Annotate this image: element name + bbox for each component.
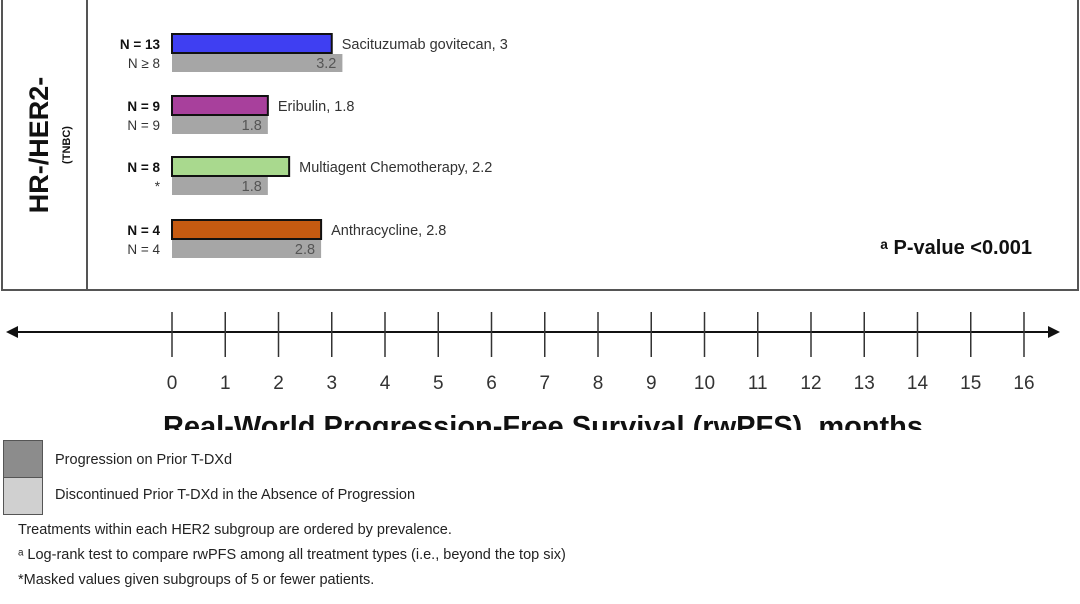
footnote-ordering: Treatments within each HER2 subgroup are… [18, 522, 452, 538]
bar-label-discontinued: 1.8 [242, 179, 262, 195]
legend-label-discontinued: Discontinued Prior T-DXd in the Absence … [55, 487, 416, 503]
x-tick-label: 15 [960, 373, 981, 394]
panel-label: HR-/HER2- [24, 77, 54, 214]
n-label-discontinued: N ≥ 8 [128, 56, 160, 71]
x-tick-label: 8 [593, 373, 604, 394]
n-label-progression: N = 9 [127, 99, 160, 114]
p-value-annotation: ᵃ P-value <0.001 [880, 237, 1032, 259]
x-tick-label: 11 [748, 373, 768, 394]
x-tick-label: 1 [220, 373, 231, 394]
x-tick-label: 3 [326, 373, 337, 394]
n-label-discontinued: * [155, 179, 161, 194]
bar-discontinued [172, 240, 322, 258]
x-tick-label: 5 [433, 373, 444, 394]
n-label-discontinued: N = 9 [127, 118, 160, 133]
legend-label-progression: Progression on Prior T-DXd [55, 452, 233, 468]
panel-sublabel: (TNBC) [61, 126, 73, 164]
legend-swatch-discontinued [3, 477, 43, 515]
x-tick-label: 13 [854, 373, 875, 394]
n-label-progression: N = 13 [120, 37, 161, 52]
n-label-progression: N = 4 [127, 223, 160, 238]
x-tick-label: 9 [646, 373, 657, 394]
x-axis-left-arrow [6, 326, 18, 338]
x-tick-label: 4 [380, 373, 391, 394]
bar-progression [171, 33, 333, 54]
bar-label-progression: Multiagent Chemotherapy, 2.2 [299, 160, 492, 176]
bar-discontinued [172, 116, 268, 134]
rwpfs-chart: HR-/HER2- (TNBC) Sacituzumab govitecan, … [1, 0, 1079, 430]
bar-label-progression: Eribulin, 1.8 [278, 99, 355, 115]
x-tick-label: 12 [800, 373, 821, 394]
bar-discontinued [172, 177, 268, 195]
bar-discontinued [172, 54, 343, 72]
legend-swatch-progression [3, 440, 43, 478]
x-tick-label: 16 [1013, 373, 1034, 394]
bar-label-progression: Anthracycline, 2.8 [331, 223, 446, 239]
panel-frame [1, 0, 1079, 291]
bar-label-discontinued: 2.8 [295, 242, 315, 258]
bar-label-discontinued: 1.8 [242, 118, 262, 134]
x-tick-label: 10 [694, 373, 715, 394]
x-tick-label: 14 [907, 373, 929, 394]
bar-progression [171, 156, 291, 177]
bar-progression [171, 95, 269, 116]
n-label-progression: N = 8 [127, 160, 160, 175]
bar-label-discontinued: 3.2 [316, 56, 336, 72]
x-axis-title: Real-World Progression-Free Survival (rw… [163, 411, 923, 430]
n-label-discontinued: N = 4 [127, 242, 160, 257]
x-tick-label: 2 [273, 373, 284, 394]
x-tick-label: 7 [539, 373, 550, 394]
bar-progression [171, 219, 323, 240]
x-axis-right-arrow [1048, 326, 1060, 338]
footnote-masked: *Masked values given subgroups of 5 or f… [18, 572, 375, 588]
bar-label-progression: Sacituzumab govitecan, 3 [342, 37, 508, 53]
footnote-log-rank: ᵃ Log-rank test to compare rwPFS among a… [18, 547, 566, 563]
x-tick-label: 6 [486, 373, 497, 394]
x-tick-label: 0 [167, 373, 178, 394]
